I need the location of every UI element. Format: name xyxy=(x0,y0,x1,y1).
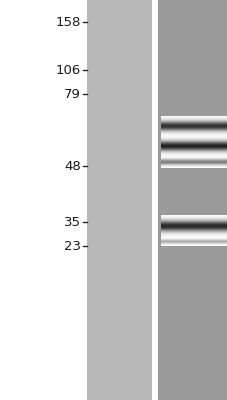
Text: 158: 158 xyxy=(55,16,81,28)
Text: 23: 23 xyxy=(64,240,81,252)
Bar xyxy=(158,0,227,400)
Text: 35: 35 xyxy=(64,216,81,228)
Bar xyxy=(86,0,151,400)
Text: 48: 48 xyxy=(64,160,81,172)
Text: 106: 106 xyxy=(55,64,81,76)
Text: 79: 79 xyxy=(64,88,81,100)
